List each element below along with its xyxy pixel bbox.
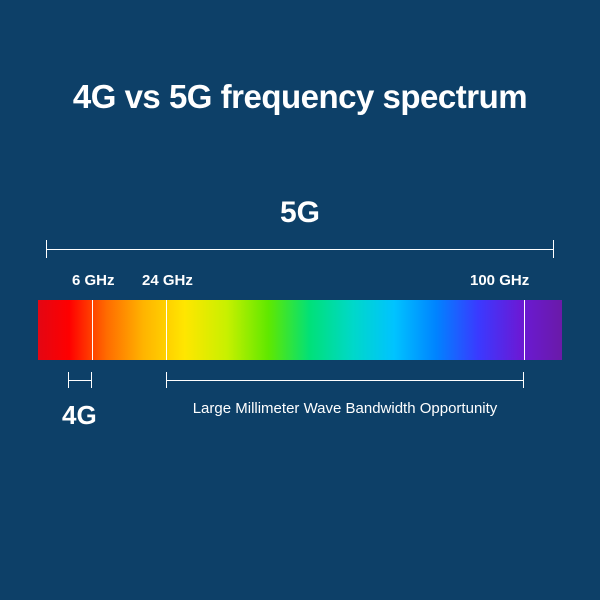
fourg-range-bracket	[68, 372, 92, 388]
freq-label-24ghz: 24 GHz	[142, 272, 193, 289]
mmwave-range-bracket	[166, 372, 524, 388]
marker-24ghz	[166, 300, 167, 360]
fourg-label: 4G	[62, 400, 97, 431]
mmwave-label: Large Millimeter Wave Bandwidth Opportun…	[166, 400, 524, 417]
freq-label-6ghz: 6 GHz	[72, 272, 115, 289]
marker-100ghz	[524, 300, 525, 360]
spectrum-bar	[38, 300, 562, 360]
marker-6ghz	[92, 300, 93, 360]
freq-label-100ghz: 100 GHz	[470, 272, 529, 289]
frequency-labels: 6 GHz 24 GHz 100 GHz	[0, 272, 600, 292]
fiveg-label: 5G	[0, 196, 600, 230]
fiveg-range-bracket	[46, 240, 554, 258]
page-title: 4G vs 5G frequency spectrum	[0, 78, 600, 116]
